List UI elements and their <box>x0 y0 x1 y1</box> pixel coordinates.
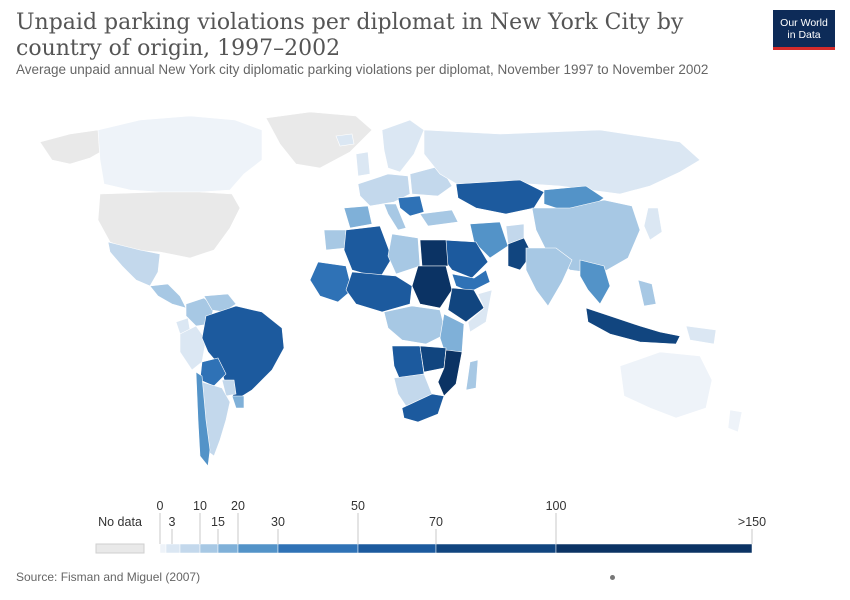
chart-subtitle: Average unpaid annual New York city dipl… <box>16 62 709 77</box>
country-region[interactable]: Papua New Guinea <box>685 325 717 345</box>
country-region[interactable]: United Kingdom <box>355 151 371 177</box>
country-region[interactable]: Australia <box>619 351 713 419</box>
legend-tick-label: 30 <box>271 515 285 529</box>
world-map: AlaskaCanadaUnited StatesGreenlandMexico… <box>39 111 743 467</box>
legend-bin[interactable] <box>237 543 279 554</box>
country-region[interactable]: Turkey <box>419 209 459 227</box>
legend-tick-label: 3 <box>169 515 176 529</box>
country-region[interactable]: Iran <box>469 221 509 259</box>
country-region[interactable]: Japan <box>643 207 663 241</box>
country-region[interactable]: Egypt <box>419 239 449 267</box>
logo-line-1: Our World <box>780 17 828 29</box>
country-region[interactable]: Greenland <box>265 111 373 169</box>
country-region[interactable]: Indonesia <box>585 307 681 345</box>
legend-bin[interactable] <box>435 543 557 554</box>
country-region[interactable]: Zambia <box>419 345 447 373</box>
legend-tick-label: 70 <box>429 515 443 529</box>
country-region[interactable]: Uruguay <box>231 395 245 409</box>
country-region[interactable]: Libya <box>387 233 421 275</box>
legend-tick-label: 20 <box>231 499 245 513</box>
country-region[interactable]: India <box>525 247 573 307</box>
legend-bin[interactable] <box>159 543 167 554</box>
country-region[interactable]: Algeria <box>343 225 393 279</box>
country-region[interactable]: Alaska <box>39 129 105 165</box>
country-region[interactable]: Brazil <box>201 305 285 401</box>
legend-tick-label: 50 <box>351 499 365 513</box>
legend-tick-label: 15 <box>211 515 225 529</box>
country-region[interactable]: Chile <box>195 371 211 467</box>
country-region[interactable]: Madagascar <box>465 359 479 391</box>
country-region[interactable]: Italy <box>383 203 407 231</box>
timeline-dot[interactable] <box>610 575 615 580</box>
color-legend: No data 03 10 15 20 30 50 70 100 >150 <box>95 499 766 554</box>
country-region[interactable]: Iberia <box>343 205 373 229</box>
country-region[interactable]: Scandinavia <box>381 119 425 173</box>
country-region[interactable]: Sudan <box>411 265 453 309</box>
legend-tick-label: 100 <box>546 499 567 513</box>
legend-no-data-swatch <box>95 543 145 554</box>
country-region[interactable]: South Africa <box>401 393 445 423</box>
country-region[interactable]: Balkans <box>397 195 425 217</box>
legend-tick-label: >150 <box>738 515 766 529</box>
country-region[interactable]: Kazakhstan <box>455 179 545 215</box>
legend-bin[interactable] <box>179 543 201 554</box>
country-region[interactable]: Paraguay <box>221 379 237 397</box>
legend-tick-label: 0 <box>157 499 164 513</box>
country-region[interactable]: Oman and Yemen <box>451 269 491 293</box>
legend-bin[interactable] <box>199 543 219 554</box>
country-region[interactable]: Morocco <box>323 229 347 251</box>
legend-bin[interactable] <box>165 543 181 554</box>
chart-title: Unpaid parking violations per diplomat i… <box>16 10 684 61</box>
country-region[interactable]: Somalia <box>467 289 493 333</box>
country-region[interactable]: West Africa <box>309 261 353 303</box>
country-region[interactable]: Sahel <box>345 271 413 313</box>
country-region[interactable]: Ethiopia <box>447 287 485 323</box>
country-region[interactable]: New Zealand <box>727 409 743 433</box>
source-note: Source: Fisman and Miguel (2007) <box>16 570 201 584</box>
legend-no-data-label: No data <box>98 515 142 529</box>
country-region[interactable]: Iceland <box>335 133 355 147</box>
legend-bin[interactable] <box>555 543 753 554</box>
country-region[interactable]: Southeast Asia <box>579 259 611 305</box>
legend-bin[interactable] <box>217 543 239 554</box>
legend-bin[interactable] <box>357 543 437 554</box>
legend-bin[interactable] <box>277 543 359 554</box>
our-world-in-data-logo[interactable]: Our World in Data <box>773 10 835 50</box>
country-region[interactable]: Canada <box>97 115 263 193</box>
country-region[interactable]: United States <box>97 191 241 259</box>
logo-line-2: in Data <box>787 29 821 41</box>
country-region[interactable]: Philippines <box>637 279 657 307</box>
legend-tick-label: 10 <box>193 499 207 513</box>
country-region[interactable]: Central America <box>149 283 187 309</box>
country-region[interactable]: Russia <box>423 129 701 195</box>
country-region[interactable]: Central Africa <box>383 305 447 345</box>
